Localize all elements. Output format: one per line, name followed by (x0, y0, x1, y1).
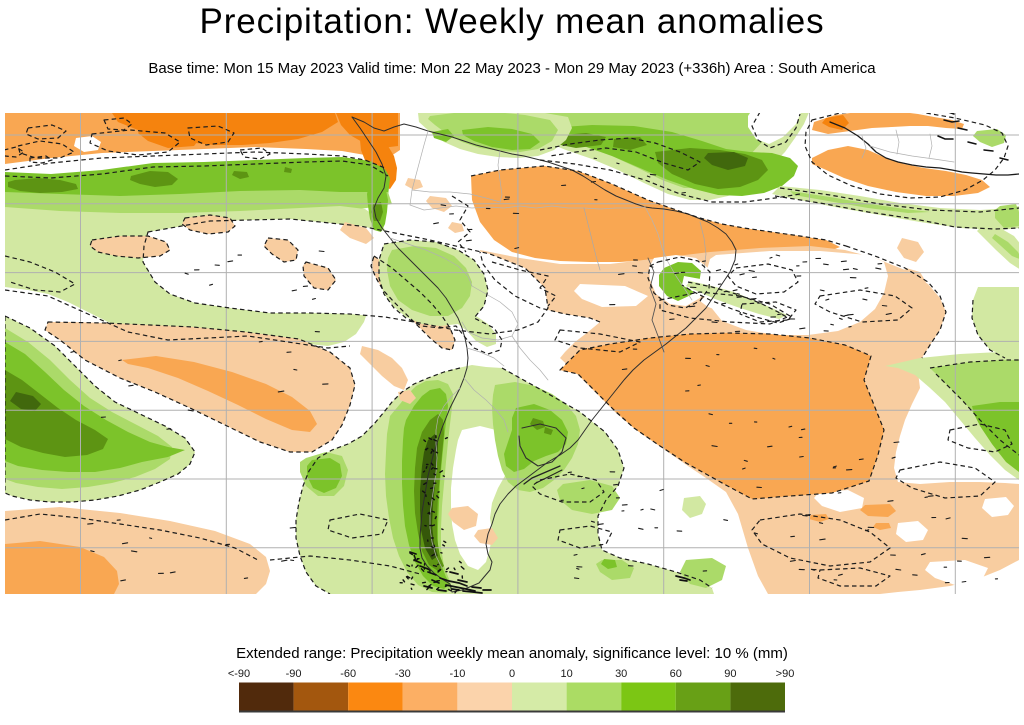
svg-text:10: 10 (560, 668, 572, 680)
svg-text:60: 60 (670, 668, 682, 680)
svg-text:>90: >90 (776, 668, 795, 680)
svg-text:30: 30 (615, 668, 627, 680)
svg-text:Base time: Mon 15 May 2023 Val: Base time: Mon 15 May 2023 Valid time: M… (148, 60, 876, 77)
svg-text:-60: -60 (340, 668, 356, 680)
svg-text:<-90: <-90 (228, 668, 250, 680)
svg-text:0: 0 (509, 668, 515, 680)
svg-text:-90: -90 (286, 668, 302, 680)
svg-text:-30: -30 (395, 668, 411, 680)
svg-text:Extended range: Precipitation: Extended range: Precipitation weekly mea… (236, 645, 788, 662)
svg-text:90: 90 (724, 668, 736, 680)
svg-text:Precipitation: Weekly mean ano: Precipitation: Weekly mean anomalies (199, 2, 824, 41)
svg-text:-10: -10 (449, 668, 465, 680)
